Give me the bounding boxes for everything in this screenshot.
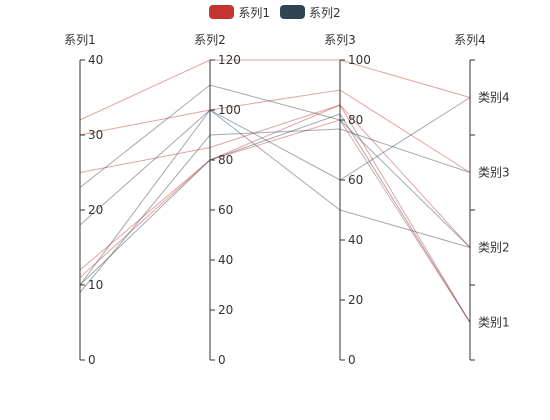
axis-4-tick-label-2: 类别2	[478, 241, 510, 255]
legend-swatch-series1	[209, 5, 235, 19]
axis-3-tick-label-1: 20	[348, 293, 363, 307]
series2-line-3	[79, 97, 471, 286]
axis-1: 系列1 0 10 20 30 40	[64, 33, 103, 367]
axis-3-tick-label-5: 100	[348, 53, 371, 67]
axis-name-3: 系列3	[324, 33, 356, 47]
legend-swatch-series2	[280, 5, 305, 19]
legend-label-series2: 系列2	[309, 5, 341, 20]
series2-line-4	[79, 128, 471, 293]
axis-name-2: 系列2	[194, 33, 226, 47]
axis-3-tick-label-4: 80	[348, 113, 363, 127]
axis-2-tick-label-2: 40	[218, 253, 233, 267]
axis-1-tick-label-0: 0	[88, 353, 96, 367]
series1-line-3	[79, 104, 471, 248]
axis-name-1: 系列1	[64, 33, 96, 47]
axis-2-tick-label-4: 80	[218, 153, 233, 167]
axis-2-tick-label-6: 120	[218, 53, 241, 67]
axis-2-tick-label-0: 0	[218, 353, 226, 367]
series-lines	[79, 59, 471, 323]
legend-item-series2[interactable]: 系列2	[280, 4, 341, 21]
axis-2-tick-label-5: 100	[218, 103, 241, 117]
legend: 系列1 系列2	[0, 3, 550, 21]
series1-line-4	[79, 119, 471, 323]
legend-label-series1: 系列1	[238, 5, 270, 20]
axis-1-tick-label-2: 20	[88, 203, 103, 217]
axis-4-tick-label-3: 类别3	[478, 166, 510, 180]
axis-3: 系列3 0 20 40 60 80 100	[324, 33, 371, 367]
axis-2-tick-label-3: 60	[218, 203, 233, 217]
axis-3-tick-label-0: 0	[348, 353, 356, 367]
axis-4: 系列4 类别1 类别2 类别3 类别4	[454, 33, 510, 361]
legend-item-series1[interactable]: 系列1	[209, 4, 270, 21]
series2-line-5	[79, 113, 471, 323]
axis-2: 系列2 0 20 40 60 80 100 120	[194, 33, 241, 367]
series1-line-2	[79, 89, 471, 173]
series1-line-5	[79, 104, 471, 323]
axis-4-tick-label-1: 类别1	[478, 316, 510, 330]
axis-2-tick-label-1: 20	[218, 303, 233, 317]
axis-3-tick-label-2: 40	[348, 233, 363, 247]
axis-name-4: 系列4	[454, 33, 486, 47]
axis-4-tick-label-4: 类别4	[478, 91, 510, 105]
series1-line-1	[79, 59, 471, 121]
axis-3-tick-label-3: 60	[348, 173, 363, 187]
axis-1-tick-label-4: 40	[88, 53, 103, 67]
axis-1-tick-label-3: 30	[88, 128, 103, 142]
series2-line-1	[79, 84, 471, 248]
series2-line-2	[79, 109, 471, 248]
axis-1-tick-label-1: 10	[88, 278, 103, 292]
